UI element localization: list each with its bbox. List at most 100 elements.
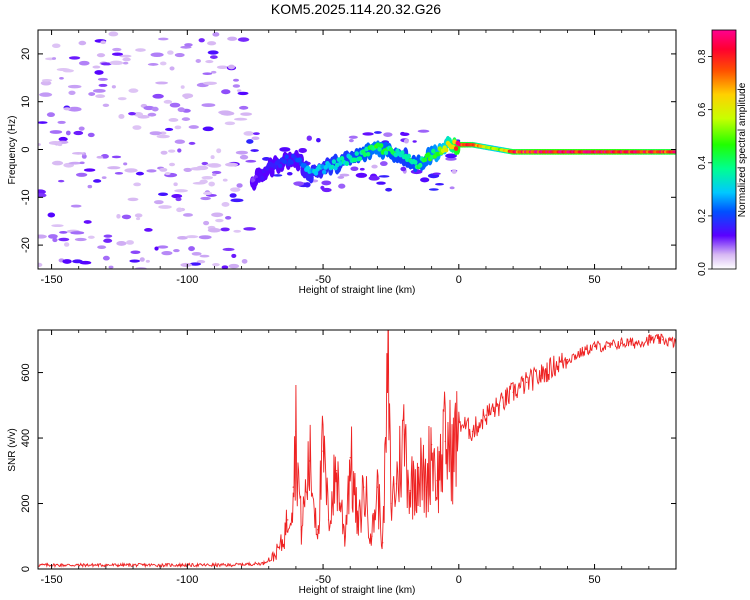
noise-blob xyxy=(359,167,365,171)
noise-blob xyxy=(118,114,125,119)
snr-anchor-point xyxy=(526,381,528,383)
noise-blob xyxy=(103,234,113,238)
noise-blob xyxy=(222,178,228,182)
spectrogram-x-tick-label: -50 xyxy=(315,274,331,286)
ridge-cell xyxy=(305,165,311,171)
snr-anchor-point xyxy=(349,457,351,459)
ridge-cell xyxy=(284,154,289,160)
noise-blob xyxy=(221,265,229,269)
snr-panel: -150 -100 -50 0 50 0 200 400 600 Height of strai… xyxy=(7,329,677,596)
noise-blob xyxy=(135,171,144,176)
noise-blob xyxy=(185,235,199,239)
spectrogram-y-tick-label: 0 xyxy=(20,146,32,152)
noise-blob xyxy=(57,120,66,124)
noise-blob xyxy=(192,181,206,185)
noise-blob xyxy=(98,83,108,87)
noise-blob xyxy=(203,220,210,226)
noise-blob xyxy=(240,112,253,116)
noise-blob xyxy=(379,161,388,167)
noise-blob xyxy=(167,50,174,55)
noise-blob xyxy=(58,179,65,183)
snr-anchor-point xyxy=(390,502,392,505)
noise-blob xyxy=(116,240,127,246)
noise-blob xyxy=(196,259,206,264)
ridge-cell xyxy=(673,150,676,154)
noise-blob xyxy=(449,186,455,190)
snr-anchor-point xyxy=(295,430,297,433)
noise-blob xyxy=(153,200,164,205)
spectrogram-y-tick-label: 20 xyxy=(20,48,32,60)
ridge-cell xyxy=(377,146,382,152)
ridge-cell xyxy=(344,161,350,166)
snr-anchor-point xyxy=(262,563,264,565)
noise-blob xyxy=(88,92,96,96)
noise-blob xyxy=(233,117,248,121)
noise-blob xyxy=(92,88,106,93)
snr-anchor-point xyxy=(431,443,433,446)
ridge-cell xyxy=(422,157,428,163)
snr-x-tick-label: 0 xyxy=(456,574,462,586)
snr-y-tick-label: 400 xyxy=(20,429,32,447)
noise-blob xyxy=(316,138,321,143)
noise-blob xyxy=(94,70,104,75)
snr-anchor-point xyxy=(387,368,389,370)
ridge-cell xyxy=(260,175,265,181)
noise-blob xyxy=(160,150,168,155)
noise-blob xyxy=(38,121,48,124)
noise-blob xyxy=(211,170,222,175)
noise-blob xyxy=(114,171,124,175)
noise-blob xyxy=(230,198,244,203)
ridge-cell xyxy=(277,163,283,169)
snr-anchor-point xyxy=(634,342,636,344)
noise-blob xyxy=(152,93,164,99)
noise-blob xyxy=(210,55,218,59)
noise-blob xyxy=(420,177,430,183)
noise-blob xyxy=(412,140,417,143)
noise-blob xyxy=(149,131,162,136)
noise-blob xyxy=(177,107,186,113)
noise-blob xyxy=(154,246,159,251)
snr-anchor-point xyxy=(300,529,302,531)
snr-y-tick-label: 0 xyxy=(20,566,32,572)
noise-blob xyxy=(70,231,85,235)
noise-blob xyxy=(225,215,232,220)
snr-anchor-point xyxy=(621,342,623,344)
noise-blob xyxy=(203,81,217,85)
noise-blob xyxy=(122,57,131,62)
ridge-cell xyxy=(418,162,423,168)
noise-blob xyxy=(376,181,386,185)
snr-y-tick-label: 600 xyxy=(20,363,32,381)
chart-title: KOM5.2025.114.20.32.G26 xyxy=(271,1,441,17)
ridge-cell xyxy=(282,159,288,165)
noise-blob xyxy=(38,143,41,147)
noise-blob xyxy=(58,237,70,242)
noise-blob xyxy=(121,214,132,220)
noise-blob xyxy=(122,61,129,65)
noise-blob xyxy=(38,193,47,198)
noise-blob xyxy=(65,130,71,136)
ridge-cell xyxy=(320,164,325,170)
noise-blob xyxy=(212,173,217,177)
noise-blob xyxy=(100,40,106,45)
ridge-cell xyxy=(378,143,384,149)
noise-blob xyxy=(67,84,82,89)
noise-blob xyxy=(163,99,173,104)
ridge-cell xyxy=(426,152,431,158)
noise-blob xyxy=(250,149,259,152)
noise-blob xyxy=(78,40,87,46)
noise-blob xyxy=(293,181,305,186)
noise-blob xyxy=(128,111,136,116)
noise-blob xyxy=(435,183,444,186)
snr-x-tick-label: -50 xyxy=(315,574,331,586)
noise-blob xyxy=(348,135,358,139)
noise-blob xyxy=(189,262,202,266)
noise-blob xyxy=(146,169,157,173)
noise-blob xyxy=(199,254,210,258)
noise-blob xyxy=(68,56,81,60)
noise-blob xyxy=(180,85,185,89)
noise-blob xyxy=(232,84,241,88)
noise-blob xyxy=(74,237,87,242)
noise-blob xyxy=(198,38,205,43)
noise-blob xyxy=(78,126,85,131)
noise-blob xyxy=(38,262,43,267)
